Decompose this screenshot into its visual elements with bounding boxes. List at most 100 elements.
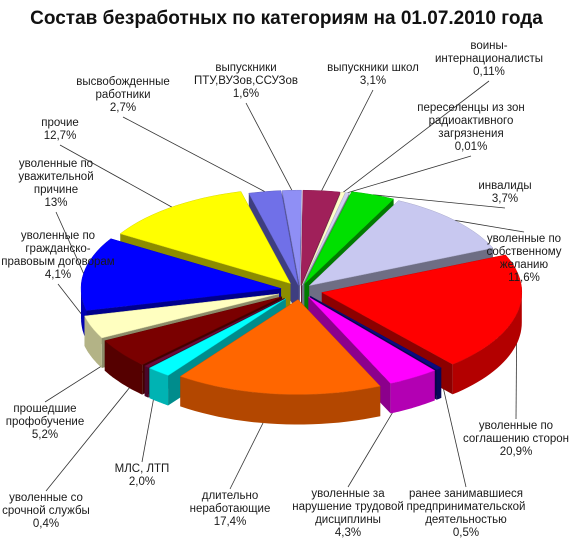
slice-rim bbox=[436, 367, 442, 400]
slice-label-line: ранее занимавшиеся bbox=[408, 488, 523, 500]
slice-rim bbox=[452, 292, 522, 395]
slice-label: переселенцы из зон радиоактивного загрязне… bbox=[417, 102, 524, 154]
slice-label-line: выпускники школ bbox=[327, 62, 419, 74]
slice-6 bbox=[308, 200, 494, 287]
slice-12 bbox=[144, 297, 285, 368]
slice-label: уволенные за нарушение трудовой дисциплины… bbox=[292, 488, 404, 540]
slice-label: уволенные по уважительной причине 13% bbox=[18, 158, 93, 210]
slice-rim bbox=[84, 316, 102, 368]
slice-value-label: 13% bbox=[44, 197, 68, 209]
leader-line bbox=[59, 144, 173, 208]
slice-value-label: 2,0% bbox=[128, 476, 156, 488]
slice-value-label: 0,01% bbox=[454, 141, 488, 153]
leader-line bbox=[321, 89, 374, 191]
slice-7 bbox=[321, 254, 523, 365]
slice-label-line: уволенные со bbox=[9, 492, 83, 504]
slice-label-line: желанию bbox=[499, 259, 549, 271]
slice-value-label: 20,9% bbox=[499, 446, 533, 458]
slice-label-line: выпускники bbox=[215, 62, 277, 74]
slice-label-line: прошедшие bbox=[13, 403, 77, 415]
slice-15 bbox=[80, 238, 282, 311]
slice-label: МЛС, ЛТП 2,0% bbox=[115, 463, 170, 489]
slice-rim bbox=[149, 368, 169, 406]
slice-label: высвобожденные работники 2,7% bbox=[76, 76, 170, 115]
slice-label-line: радиоактивного bbox=[428, 115, 514, 127]
slice-label: прошедшие профобучение 5,2% bbox=[6, 403, 85, 442]
slice-5 bbox=[304, 191, 395, 285]
slice-label-line: неработающие bbox=[189, 503, 271, 515]
leader-line bbox=[347, 155, 472, 194]
slice-value-label: 3,1% bbox=[359, 75, 387, 87]
slice-label-line: загрязнения bbox=[438, 128, 504, 140]
leader-line bbox=[122, 116, 265, 192]
slice-label-line: уволенные по bbox=[478, 420, 554, 432]
slice-label-line: прочие bbox=[41, 117, 79, 129]
slice-value-label: 3,7% bbox=[491, 193, 519, 205]
slice-rim bbox=[104, 340, 143, 395]
slice-label-line: уволенные за bbox=[311, 488, 385, 500]
slice-label: ранее занимавшиеся предпринимательской дея… bbox=[407, 488, 526, 540]
slice-label-line: соглашению сторон bbox=[463, 433, 569, 445]
slice-label-line: работники bbox=[95, 89, 151, 101]
slice-label-line: предпринимательской bbox=[406, 501, 526, 513]
slice-label: уволенные по собственному желанию 11,6% bbox=[486, 233, 561, 285]
slice-label-line: деятельностью bbox=[425, 514, 507, 526]
leader-line bbox=[454, 219, 525, 233]
slice-label-line: собственному bbox=[486, 246, 562, 258]
slice-label-line: дисциплины bbox=[315, 514, 381, 526]
chart-title: Состав безработных по категориям на 01.0… bbox=[30, 8, 543, 29]
slice-value-label: 5,2% bbox=[31, 429, 59, 441]
slice-value-label: 1,6% bbox=[232, 88, 260, 100]
slice-label-line: высвобожденные bbox=[76, 76, 170, 88]
slice-label-line: интернационалисты bbox=[434, 53, 544, 65]
slice-17 bbox=[248, 190, 299, 286]
leader-line bbox=[55, 211, 84, 274]
slice-11 bbox=[148, 298, 286, 376]
slice-label-line: ПТУ,ВУЗов,ССУЗов bbox=[194, 75, 298, 87]
slice-label-line: уволенные по bbox=[486, 233, 562, 245]
slice-label-line: МЛС, ЛТП bbox=[114, 463, 170, 475]
slice-9 bbox=[308, 296, 436, 384]
slice-label-line: длительно bbox=[201, 490, 259, 502]
slice-wall bbox=[149, 298, 286, 399]
slice-label-line: нарушение трудовой bbox=[292, 501, 404, 513]
leader-line bbox=[342, 80, 490, 193]
slice-2 bbox=[300, 189, 341, 286]
slice-label: длительно неработающие 17,4% bbox=[190, 490, 271, 529]
slice-label-line: воины- bbox=[470, 40, 508, 52]
slice-label: прочие 12,7% bbox=[41, 117, 79, 143]
slice-label-line: причине bbox=[33, 184, 79, 196]
slice-rim bbox=[180, 376, 381, 425]
slice-10 bbox=[179, 299, 381, 395]
slice-label: уволенные по соглашению сторон 20,9% bbox=[463, 420, 569, 459]
slice-value-label: 12,7% bbox=[43, 130, 77, 142]
slice-label-line: переселенцы из зон bbox=[417, 102, 525, 114]
slice-1 bbox=[281, 189, 302, 286]
pie-tops bbox=[80, 189, 523, 395]
slice-value-label: 17,4% bbox=[213, 516, 247, 528]
slice-13 bbox=[104, 296, 283, 365]
slice-label-line: срочной службы bbox=[2, 505, 90, 517]
slice-value-label: 0,4% bbox=[32, 518, 60, 530]
slice-label-line: уволенные по bbox=[20, 230, 96, 242]
slice-value-label: 11,6% bbox=[508, 272, 540, 284]
slice-wall bbox=[84, 293, 280, 346]
slice-value-label: 2,7% bbox=[109, 102, 137, 114]
slice-label: инвалиды 3,7% bbox=[478, 180, 531, 206]
slice-value-label: 4,1% bbox=[44, 269, 72, 281]
slice-14 bbox=[84, 293, 280, 339]
slice-label-line: гражданско- bbox=[25, 243, 91, 255]
slice-label: выпускники школ 3,1% bbox=[327, 62, 419, 88]
slice-label-line: инвалиды bbox=[478, 180, 532, 192]
slice-label-line: уволенные по bbox=[18, 158, 94, 170]
slice-rim bbox=[390, 370, 435, 414]
leader-line bbox=[245, 102, 293, 191]
slice-value-label: 4,3% bbox=[334, 527, 362, 539]
slice-8 bbox=[310, 295, 442, 371]
slice-label-line: профобучение bbox=[5, 416, 85, 428]
slice-label-line: уважительной bbox=[18, 171, 94, 183]
slice-label: уволенные со срочной службы 0,4% bbox=[2, 492, 90, 531]
slice-label: выпускники ПТУ,ВУЗов,ССУЗов 1,6% bbox=[194, 62, 298, 101]
slice-4 bbox=[301, 192, 350, 286]
